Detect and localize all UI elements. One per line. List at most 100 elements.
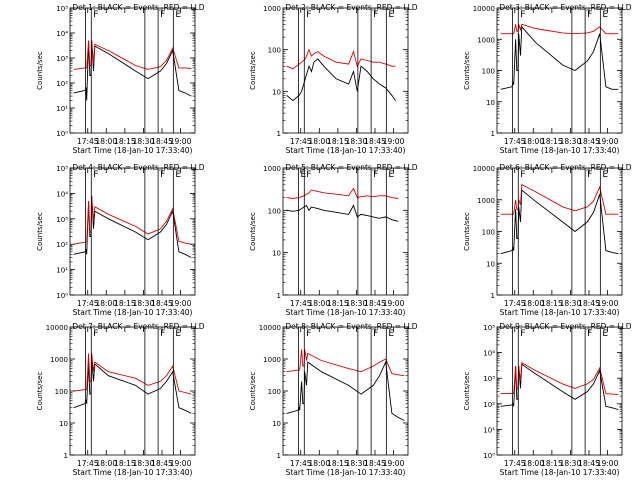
x-tick-label: 18:00: [308, 299, 330, 308]
y-tick-label: 10⁰: [56, 130, 68, 138]
y-tick-label: 10000: [46, 324, 68, 332]
x-tick-label: 17:45: [290, 459, 312, 468]
x-tick-label: 17:45: [77, 299, 99, 308]
marker-label: E: [175, 170, 181, 180]
x-axis-label: Start Time (18-Jan-10 17:33:40): [500, 308, 620, 317]
x-tick-label: 18:45: [364, 137, 386, 146]
y-axis-label: Counts/sec: [36, 51, 44, 90]
plot-frame: [282, 7, 409, 134]
y-tick-label: 1000: [263, 165, 281, 173]
y-tick-label: 10000: [259, 324, 281, 332]
x-tick-label: 19:00: [383, 459, 405, 468]
x-tick-label: 19:00: [383, 299, 405, 308]
y-tick-label: 10⁴: [483, 350, 495, 358]
y-tick-label: 10³: [56, 55, 68, 63]
y-tick-label: 10: [486, 99, 495, 107]
x-tick-label: 18:15: [327, 299, 349, 308]
x-axis-label: Start Time (18-Jan-10 17:33:40): [73, 308, 193, 317]
x-tick-label: 18:00: [95, 459, 117, 468]
y-tick-label: 1: [491, 130, 495, 138]
panel-det-8: F F E11010010001000017:4518:0018:1518:3018…: [249, 322, 418, 477]
x-tick-label: 18:45: [578, 299, 600, 308]
panel-title: Det 9: BLACK = Events, RED = LLD: [499, 322, 631, 331]
y-tick-label: 100: [268, 207, 281, 215]
y-tick-label: 1000: [50, 356, 68, 364]
panel-det-6: F F E11010010001000017:4518:0018:1518:3018…: [463, 163, 632, 317]
panel-det-4: F F E10⁰10¹10²10³10⁴10⁵17:4518:0018:1518:3…: [36, 163, 205, 317]
y-axis-label: Counts/sec: [249, 372, 257, 411]
series-events-line: [500, 25, 619, 90]
series-lld-line: [73, 195, 192, 245]
marker-label: E: [602, 170, 608, 180]
x-tick-label: 18:00: [308, 459, 330, 468]
y-axis-label: Counts/sec: [249, 51, 257, 90]
marker-label: F: [306, 329, 311, 339]
x-tick-label: 18:00: [308, 137, 330, 146]
plot-frame: [282, 167, 409, 296]
marker-label: E: [388, 329, 394, 339]
y-tick-label: 100: [268, 388, 281, 396]
y-tick-label: 100: [482, 229, 495, 237]
panel-title: Det 7: BLACK = Events, RED = LLD: [72, 322, 204, 331]
x-tick-label: 18:15: [114, 137, 136, 146]
y-tick-label: 10000: [473, 165, 495, 173]
x-tick-label: 17:45: [504, 137, 526, 146]
x-tick-label: 18:30: [133, 299, 155, 308]
x-axis-label: Start Time (18-Jan-10 17:33:40): [286, 146, 406, 155]
x-tick-label: 19:00: [597, 137, 619, 146]
y-tick-label: 10⁵: [483, 324, 495, 332]
y-tick-label: 100: [482, 68, 495, 76]
y-tick-label: 10³: [56, 216, 68, 224]
y-tick-label: 100: [268, 47, 281, 55]
panel-det-5: E F F E110100100017:4518:0018:1518:3018:451…: [249, 163, 418, 317]
y-axis-label: Counts/sec: [463, 372, 471, 411]
marker-label: F: [93, 170, 98, 180]
x-tick-label: 18:45: [151, 299, 173, 308]
y-tick-label: 1000: [263, 356, 281, 364]
x-tick-label: 18:45: [151, 137, 173, 146]
marker-label: F: [93, 329, 98, 339]
panel-title: Det 8: BLACK = Events, RED = LLD: [285, 322, 417, 331]
y-tick-label: 10: [272, 420, 281, 428]
plot-frame: [69, 7, 196, 134]
x-axis-label: Start Time (18-Jan-10 17:33:40): [73, 468, 193, 477]
x-tick-label: 17:45: [504, 459, 526, 468]
x-tick-label: 18:45: [364, 459, 386, 468]
y-tick-label: 1000: [477, 36, 495, 44]
x-tick-label: 18:30: [346, 137, 368, 146]
y-tick-label: 1: [491, 292, 495, 300]
x-tick-label: 19:00: [383, 137, 405, 146]
marker-label: E: [602, 329, 608, 339]
x-tick-label: 18:00: [95, 137, 117, 146]
marker-label: F: [93, 10, 98, 20]
x-tick-label: 18:15: [327, 459, 349, 468]
series-lld-line: [73, 40, 192, 70]
series-lld-line: [500, 23, 619, 35]
x-axis-label: Start Time (18-Jan-10 17:33:40): [73, 146, 193, 155]
y-tick-label: 10²: [56, 80, 68, 88]
y-axis-label: Counts/sec: [463, 212, 471, 251]
y-tick-label: 1: [277, 130, 281, 138]
marker-label: F: [520, 329, 525, 339]
x-tick-label: 17:45: [77, 137, 99, 146]
x-tick-label: 18:00: [522, 459, 544, 468]
x-tick-label: 18:30: [346, 299, 368, 308]
x-axis-label: Start Time (18-Jan-10 17:33:40): [500, 146, 620, 155]
y-tick-label: 10¹: [56, 105, 68, 113]
panel-det-1: F F E10⁰10¹10²10³10⁴10⁵17:4518:0018:1518:3…: [36, 3, 205, 155]
marker-label: F: [306, 170, 311, 180]
x-tick-label: 18:15: [114, 299, 136, 308]
x-tick-label: 18:45: [151, 459, 173, 468]
panel-title: Det 3: BLACK = Events, RED = LLD: [499, 3, 631, 12]
x-tick-label: 17:45: [504, 299, 526, 308]
marker-label: F: [373, 329, 378, 339]
y-axis-label: Counts/sec: [463, 51, 471, 90]
y-axis-label: Counts/sec: [36, 212, 44, 251]
y-tick-label: 10³: [483, 375, 495, 383]
x-tick-label: 18:15: [541, 299, 563, 308]
x-tick-label: 18:30: [560, 299, 582, 308]
marker-label: E: [300, 170, 306, 180]
marker-label: F: [373, 10, 378, 20]
y-tick-label: 10¹: [483, 426, 495, 434]
panel-det-7: F F E11010010001000017:4518:0018:1518:3018…: [36, 322, 205, 477]
